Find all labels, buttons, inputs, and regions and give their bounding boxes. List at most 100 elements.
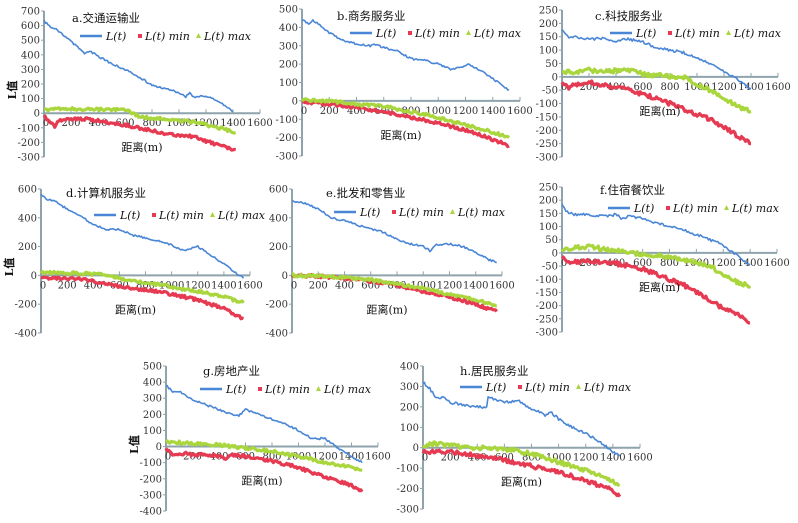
series-line-l-min <box>164 447 364 493</box>
x-tick-label: 1600 <box>764 258 789 269</box>
x-axis-label: 距离(m) <box>501 475 542 489</box>
x-axis-label: 距离(m) <box>639 280 680 294</box>
legend-swatch-l-min <box>408 31 412 35</box>
x-tick-label: 200 <box>309 280 328 291</box>
x-tick-label: 1000 <box>546 453 571 464</box>
x-tick-label: 0 <box>165 452 171 463</box>
y-tick-label: 700 <box>21 7 40 18</box>
legend-swatch-l-max <box>466 30 471 35</box>
y-tick-label: 0 <box>552 248 558 259</box>
y-tick-label: -200 <box>276 133 298 144</box>
y-axis-label: L值 <box>5 81 19 100</box>
x-axis-label: 距离(m) <box>366 302 407 316</box>
legend-label-l: L(t) <box>485 381 506 394</box>
series-line-l <box>43 19 234 113</box>
y-tick-label: -100 <box>276 115 298 126</box>
y-tick-label: 400 <box>21 50 40 61</box>
y-tick-label: 200 <box>539 19 558 30</box>
x-tick-label: 800 <box>262 452 281 463</box>
y-tick-label: -100 <box>536 99 558 110</box>
legend-label-l-max: L(t) max <box>457 206 506 219</box>
x-tick-label: 0 <box>40 280 46 291</box>
x-tick-label: 1000 <box>426 106 451 117</box>
legend-label-l: L(t) <box>359 206 380 219</box>
y-tick-label: 300 <box>400 382 419 393</box>
legend-label-l-max: L(t) max <box>217 209 266 222</box>
legend-swatch-l-max <box>316 386 321 391</box>
y-tick-label: 200 <box>18 242 37 253</box>
series-line-l-max <box>291 272 498 308</box>
y-tick-label: 150 <box>539 32 558 43</box>
y-tick-label: 50 <box>545 235 558 246</box>
y-tick-label: 400 <box>18 213 37 224</box>
legend-swatch-l-min <box>152 213 156 217</box>
x-tick-label: 800 <box>660 82 679 93</box>
x-tick-label: 1200 <box>312 452 337 463</box>
x-tick-label: 1400 <box>220 118 245 129</box>
y-tick-label: -150 <box>536 288 558 299</box>
x-tick-label: 0 <box>422 453 428 464</box>
y-tick-label: -50 <box>542 86 558 97</box>
y-tick-label: 100 <box>21 94 40 105</box>
series-line-l-min <box>561 254 751 325</box>
x-tick-label: 1400 <box>738 82 763 93</box>
y-tick-label: 300 <box>143 394 162 405</box>
y-tick-label: 200 <box>143 410 162 421</box>
y-tick-label: 600 <box>21 21 40 32</box>
y-tick-label: 400 <box>400 362 419 373</box>
y-tick-label: -250 <box>536 139 558 150</box>
y-tick-label: 500 <box>279 5 298 16</box>
x-tick-label: 0 <box>291 280 297 291</box>
y-tick-label: -100 <box>397 464 419 475</box>
x-tick-label: 200 <box>183 452 202 463</box>
y-tick-label: -200 <box>15 300 37 311</box>
y-tick-label: 0 <box>31 271 37 282</box>
series-line-l <box>561 203 751 266</box>
panel-title: g.房地产业 <box>203 364 260 378</box>
series-line-l <box>561 29 752 90</box>
x-axis-label: 距离(m) <box>639 104 680 118</box>
series-line-l-max <box>39 269 245 304</box>
series-line-l-min <box>301 99 510 149</box>
y-tick-label: 600 <box>269 185 288 196</box>
x-tick-label: 0 <box>561 258 567 269</box>
x-axis-label: 距离(m) <box>121 140 162 154</box>
legend-swatch-l-max <box>450 209 455 214</box>
series-line-l <box>422 381 621 457</box>
legend-label-l-max: L(t) max <box>473 27 522 40</box>
legend-swatch-l-max <box>196 33 201 38</box>
panel-title: d.计算机服务业 <box>66 186 146 200</box>
y-tick-label: 300 <box>279 41 298 52</box>
legend-label-l: L(t) <box>105 30 126 43</box>
x-tick-label: 200 <box>441 453 460 464</box>
y-tick-label: 100 <box>279 78 298 89</box>
y-tick-label: -200 <box>18 138 40 149</box>
legend-label-l: L(t) <box>375 27 396 40</box>
legend-swatch-l-min <box>138 34 142 38</box>
series-line-l <box>301 19 510 91</box>
legend-swatch-l-max <box>724 205 729 210</box>
panel-title: e.批发和零售业 <box>326 186 405 200</box>
x-tick-label: 1200 <box>711 82 736 93</box>
x-tick-label: 800 <box>401 106 420 117</box>
y-axis-label: L值 <box>127 435 141 454</box>
y-tick-label: -150 <box>536 112 558 123</box>
y-axis-label: L值 <box>2 258 16 277</box>
x-tick-label: 1400 <box>737 258 762 269</box>
x-tick-label: 200 <box>579 82 598 93</box>
legend-swatch-l-min <box>392 210 396 214</box>
legend-label-l-min: L(t) min <box>524 381 570 394</box>
x-tick-label: 1000 <box>166 118 191 129</box>
legend-label-l-max: L(t) max <box>583 381 632 394</box>
x-axis-label: 距离(m) <box>115 302 156 316</box>
y-tick-label: -300 <box>397 505 419 516</box>
x-tick-label: 200 <box>320 106 339 117</box>
x-tick-label: 400 <box>347 106 366 117</box>
y-tick-label: 100 <box>143 426 162 437</box>
y-tick-label: 100 <box>400 423 419 434</box>
x-tick-label: 800 <box>142 118 161 129</box>
x-tick-label: 1200 <box>453 106 478 117</box>
